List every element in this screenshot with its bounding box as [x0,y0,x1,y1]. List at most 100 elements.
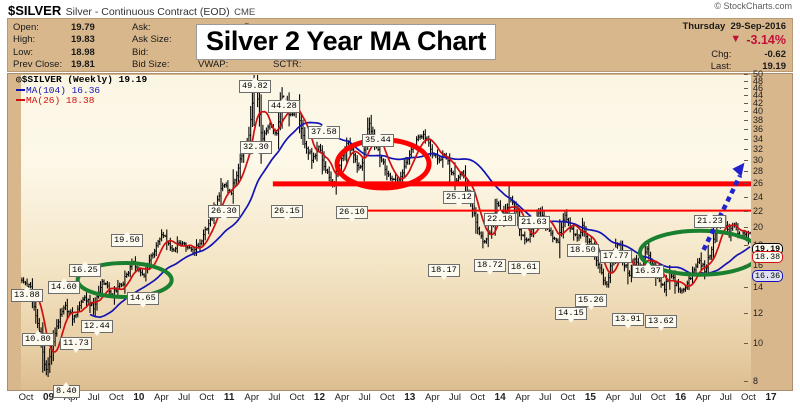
price-callout-label: 8.40 [53,382,80,398]
quote-value: 19.19 [762,61,786,73]
quote-column-ohlc: Open: 19.79 High: 19.83 Low: 18.98 Prev Clo… [13,22,133,72]
legend-label-ma104: MA(104) 16.36 [26,84,101,96]
price-callout-label: 14.15 [555,307,587,323]
y-axis-tick-mark [744,183,748,185]
price-callout-label: 11.73 [60,337,92,353]
x-axis: Oct 09 Apr Jul Oct 10 Apr Jul Oct 11 Apr Jul Oct 12 Ap… [7,392,793,410]
y-axis-tick-mark [744,119,748,121]
x-axis-month-label: Jul [177,392,191,403]
y-axis-tick-label: 22 [753,206,764,217]
legend-label-ma26: MA(26) 18.38 [26,95,95,106]
y-axis-tick-mark [744,245,748,247]
quote-percent-row: ▼ -3.14% [634,33,786,48]
quote-label: Chg: [711,48,732,60]
y-axis-tick-mark [744,171,748,173]
current-price-tag: 18.38 [752,251,784,263]
y-axis-tick-label: 20 [753,222,764,233]
quote-label: Bid Size: [132,59,170,71]
price-callout-label: 35.44 [362,131,394,147]
y-axis-tick-label: 28 [753,166,764,177]
price-callout-label: 14.65 [127,292,159,308]
x-axis-month-label: Jul [719,392,732,403]
breakout-arrow-head [732,162,745,177]
x-axis-year-label: 10 [133,392,145,403]
x-axis-month-label: Jul [539,392,552,403]
price-callout-label: 26.15 [271,205,303,221]
x-axis-month-label: Apr [154,392,169,403]
x-axis-month-label: Apr [695,392,711,403]
x-axis-month-label: Jul [629,392,642,403]
price-callout-label: 18.72 [474,259,506,275]
price-callout-label: 16.37 [632,262,664,278]
y-axis-tick-mark [744,111,748,113]
x-axis-year-label: 13 [404,392,416,403]
left-consolidation-circle [75,260,174,299]
x-axis-month-label: Oct [650,392,666,403]
symbol-description: Silver - Continuous Contract (EOD) [65,6,230,18]
price-callout-label: 32.30 [240,141,272,157]
y-axis-tick-label: 32 [753,143,764,154]
y-axis-tick-label: 12 [753,307,764,318]
x-axis-month-label: Oct [470,392,485,403]
line-swatch-icon [16,88,25,91]
x-axis-year-label: 16 [675,392,687,403]
quote-value: 19.83 [71,34,95,46]
quote-value: 18.98 [71,46,95,58]
price-plot-svg [21,75,751,377]
x-axis-month-label: Apr [515,392,531,403]
chart-title-overlay: Silver 2 Year MA Chart [196,24,497,60]
y-axis-tick-label: 42 [753,98,764,109]
x-axis-month-label: Oct [108,392,124,403]
y-axis-tick-mark [744,148,748,150]
price-callout-label: 13.62 [645,315,677,331]
quote-label: Open: [13,22,39,33]
x-axis-month-label: Apr [605,392,621,403]
price-callout-label: 18.17 [428,264,460,280]
y-axis-tick-mark [744,264,748,266]
candlestick-series [21,75,751,377]
y-axis-tick-mark [744,129,748,130]
y-axis-tick-label: 26 [753,178,764,189]
legend-item-price: ◎$SILVER (Weekly) 19.19 [16,74,148,85]
chart-legend: ◎$SILVER (Weekly) 19.19 MA(104) 16.36 MA… [16,74,148,107]
y-axis-tick-mark [744,74,748,75]
y-axis-tick-label: 38 [753,114,764,125]
quote-change-row: Chg: -0.62 [634,49,786,61]
price-callout-label: 18.50 [567,241,599,257]
x-axis-month-label: Oct [18,392,34,403]
price-callout-label: 15.26 [575,294,607,310]
y-axis-tick-mark [744,80,748,82]
y-axis-tick-label: 10 [753,338,764,349]
y-axis-tick-mark [744,343,748,345]
x-axis-month-label: Jul [268,392,281,403]
y-axis-tick-mark [744,138,748,140]
price-callout-label: 49.82 [239,77,271,93]
price-callout-label: 44.28 [268,97,300,113]
y-axis-tick-label: 30 [753,154,764,165]
quote-label: Prev Close: [13,59,63,71]
current-price-tag: 16.36 [752,270,784,282]
price-callout-label: 16.25 [69,261,101,277]
x-axis-month-label: Apr [244,392,260,403]
quote-label: Ask Size: [132,34,172,46]
x-axis-year-label: 09 [43,392,55,403]
symbol-header: $SILVER Silver - Continuous Contract (EO… [8,2,255,20]
y-axis-tick-label: 34 [753,133,764,144]
y-axis-tick-label: 50 [753,69,764,79]
x-axis-month-label: Apr [334,392,350,403]
y-axis-tick-label: 8 [753,375,759,386]
x-axis-month-label: Jul [448,392,462,403]
price-callout-label: 22.18 [484,210,516,226]
line-swatch-icon [16,99,25,101]
price-callout-label: 12.44 [81,320,113,336]
y-axis-tick-label: 46 [753,82,764,93]
chart-title-text: Silver 2 Year MA Chart [206,26,487,56]
chart-area[interactable] [7,73,793,391]
quote-label: Bid: [132,46,149,58]
y-axis-tick-mark [744,159,748,161]
x-axis-month-label: Oct [741,392,756,403]
price-callout-label: 19.50 [111,231,143,247]
symbol-ticker: $SILVER [8,3,62,18]
y-axis-tick-mark [744,380,748,382]
x-axis-year-label: 15 [584,392,596,403]
